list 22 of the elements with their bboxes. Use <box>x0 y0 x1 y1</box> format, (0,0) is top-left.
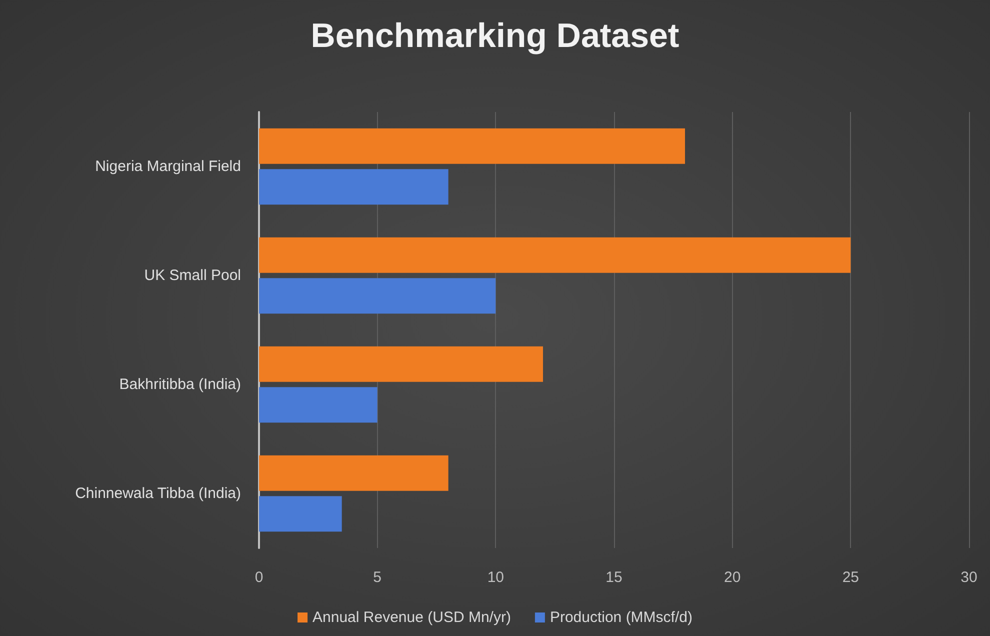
x-tick-label: 5 <box>373 569 382 586</box>
y-tick-label: Chinnewala Tibba (India) <box>75 485 241 502</box>
legend-label: Annual Revenue (USD Mn/yr) <box>312 609 511 626</box>
x-tick-label: 0 <box>254 569 264 586</box>
y-tick-label: Bakhritibba (India) <box>119 376 241 393</box>
x-tick-label: 30 <box>960 569 978 586</box>
x-tick-label: 20 <box>724 569 741 586</box>
chart-title: Benchmarking Dataset <box>310 17 680 55</box>
legend-label: Production (MMscf/d) <box>550 609 692 626</box>
bar <box>259 128 685 164</box>
x-tick-label: 25 <box>842 569 860 586</box>
y-tick-label: Nigeria Marginal Field <box>95 158 241 175</box>
bar <box>259 496 342 532</box>
x-tick-label: 15 <box>606 569 622 586</box>
y-tick-label: UK Small Pool <box>144 267 241 284</box>
bar <box>259 169 448 205</box>
bar <box>259 387 378 423</box>
x-tick-label: 10 <box>487 569 504 586</box>
bar <box>259 455 448 491</box>
bar <box>259 237 851 273</box>
bar <box>259 278 496 314</box>
bar <box>259 346 543 382</box>
